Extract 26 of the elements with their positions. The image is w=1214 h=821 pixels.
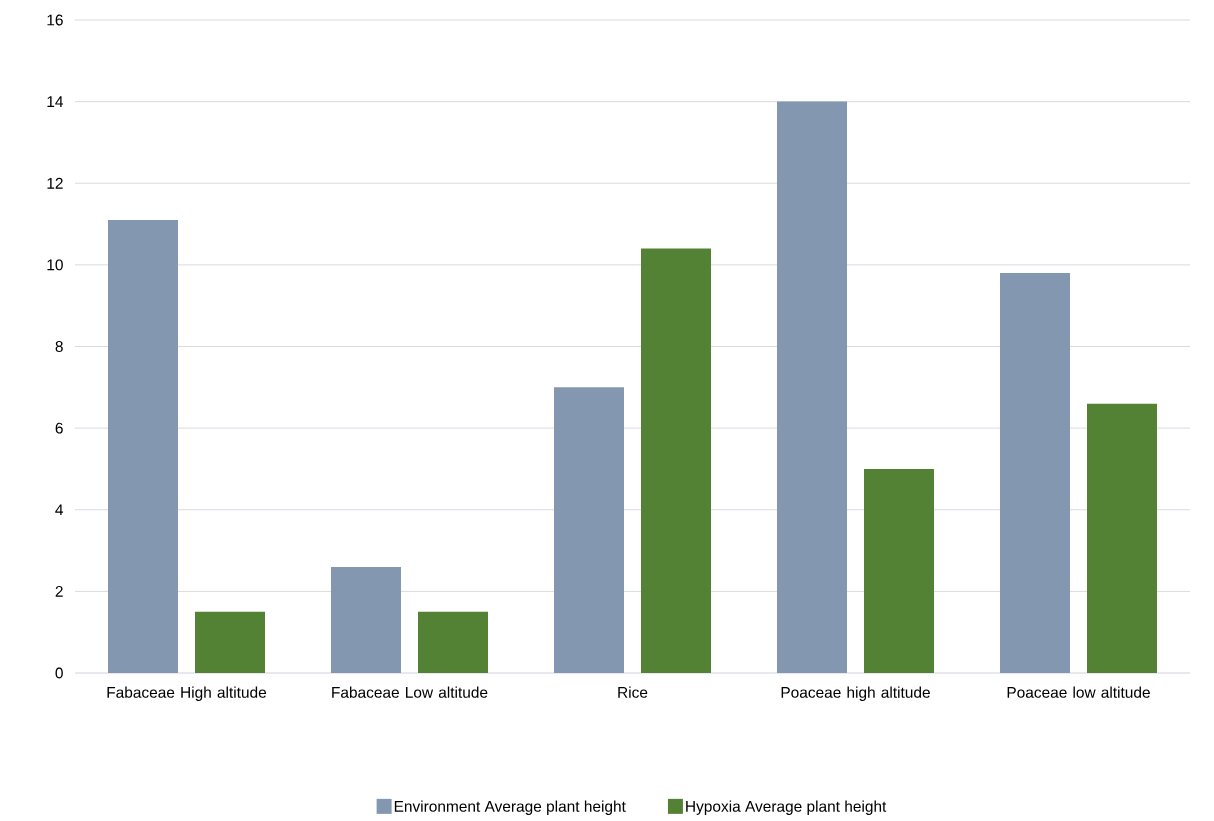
y-tick-label: 0 [55,667,63,679]
bar [331,566,401,673]
y-tick-label: 16 [47,14,63,26]
bar [108,219,178,673]
y-tick-label: 14 [47,96,64,107]
bar [195,611,265,673]
x-tick-label: Rice [618,686,648,698]
y-tick-label: 10 [47,259,63,271]
bar [999,273,1070,673]
x-tick-label: Fabaceae Low altitude [332,686,488,698]
x-tick-label: Poaceae low altitude [1007,686,1150,698]
legend-label: Environment Average plant height [394,800,626,815]
y-tick-label: 4 [55,504,64,516]
y-tick-label: 8 [55,341,63,352]
bar [776,101,847,673]
bar [554,387,624,673]
legend-label: Hypoxia Average plant height [686,800,887,815]
x-tick-label: Fabaceae High altitude [107,686,267,701]
y-tick-label: 12 [47,177,63,189]
y-tick-label: 2 [55,585,63,597]
x-tick-label: Poaceae high altitude [781,686,930,701]
bar [1086,403,1157,673]
bar [641,248,711,673]
bar [863,468,934,673]
bar [418,611,488,673]
y-tick-label: 6 [55,422,63,434]
